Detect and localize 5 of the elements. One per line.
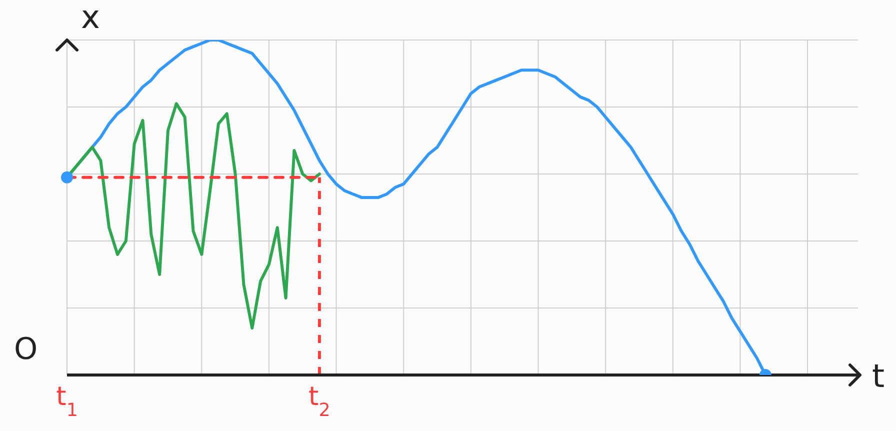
text: O (14, 332, 38, 367)
x-tick-label: t$_{1}$ (56, 382, 78, 420)
x-tick-label: t$_{2}$ (308, 382, 330, 420)
x-axis-title: t (872, 357, 885, 395)
y-axis-title: x (81, 0, 100, 36)
